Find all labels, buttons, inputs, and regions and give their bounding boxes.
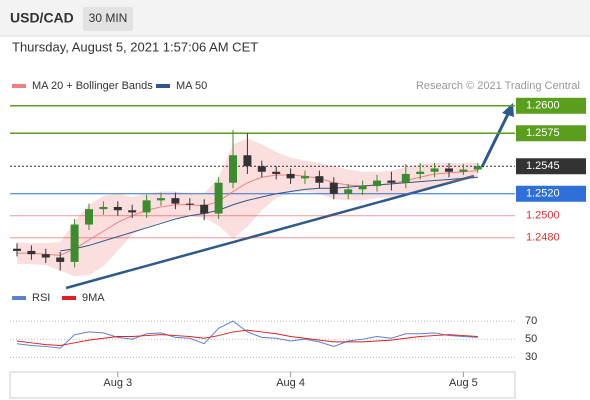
legend-ma50: MA 50: [176, 80, 207, 92]
candle-body: [416, 171, 425, 174]
symbol: USD/CAD: [10, 10, 74, 26]
candle-body: [70, 224, 79, 262]
candle-body: [13, 248, 21, 251]
legend-rsi-swatch: [12, 296, 26, 300]
level-box: [516, 158, 586, 175]
level-label: 1.2500: [526, 210, 560, 222]
credit: Research © 2021 Trading Central: [416, 80, 580, 92]
candle-body: [430, 168, 439, 172]
candle-body: [329, 182, 338, 194]
level-label: 1.2600: [526, 100, 560, 112]
candle-body: [128, 210, 137, 213]
arrow-shaft: [480, 113, 510, 168]
legend-ma20: MA 20 + Bollinger Bands: [32, 80, 153, 92]
candle-body: [185, 203, 194, 205]
candle-body: [243, 155, 252, 167]
candle-body: [373, 180, 381, 187]
x-axis-box: [9, 371, 516, 399]
rsi-line: [16, 320, 478, 349]
candle-body: [200, 204, 209, 214]
candle-body: [99, 206, 108, 210]
legend-ma20-swatch: [12, 84, 26, 88]
level-box: [516, 97, 586, 114]
candle-body: [286, 173, 295, 179]
candle-body: [229, 155, 237, 183]
level-label: 1.2575: [526, 127, 560, 139]
candle-body: [85, 209, 93, 225]
legend-9ma: 9MA: [82, 292, 105, 304]
candle-body: [358, 186, 367, 190]
level-box: [516, 125, 586, 142]
legend-9ma-swatch: [62, 296, 76, 300]
ma20-line: [17, 170, 478, 256]
level-label: 1.2545: [526, 160, 560, 172]
timeframe-badge: [83, 7, 133, 31]
candle-body: [171, 198, 180, 204]
candle-body: [56, 257, 65, 262]
bollinger-band: [17, 138, 478, 277]
candle-body: [27, 250, 36, 255]
candle-body: [257, 166, 266, 172]
timeframe: 30 MIN: [89, 11, 128, 25]
candle-body: [41, 254, 50, 258]
level-label: 1.2480: [526, 232, 560, 244]
candle-body: [272, 171, 281, 174]
candle-body: [445, 168, 453, 172]
candle-body: [315, 176, 324, 183]
candle-body: [344, 189, 353, 194]
x-tick-label: Aug 3: [103, 377, 132, 389]
rsi-line: [16, 329, 478, 347]
candle-body: [214, 182, 223, 214]
candle-body: [142, 200, 151, 213]
candle-body: [157, 198, 165, 201]
candle-body: [401, 173, 410, 183]
candle-body: [113, 206, 122, 211]
x-tick-label: Aug 5: [449, 377, 478, 389]
level-box: [516, 185, 586, 202]
timestamp: Thursday, August 5, 2021 1:57:06 AM CET: [12, 39, 258, 54]
y-tick-label: 70: [525, 315, 537, 327]
trend-line: [65, 174, 475, 290]
y-tick-label: 50: [525, 333, 537, 345]
legend-ma50-swatch: [156, 84, 170, 88]
y-tick-label: 30: [525, 351, 537, 363]
candle-body: [473, 166, 482, 170]
candle-body: [387, 180, 396, 183]
level-label: 1.2520: [526, 188, 560, 200]
x-tick-label: Aug 4: [276, 377, 305, 389]
candle-body: [301, 176, 309, 179]
candle-body: [459, 169, 468, 172]
legend-rsi: RSI: [32, 292, 50, 304]
